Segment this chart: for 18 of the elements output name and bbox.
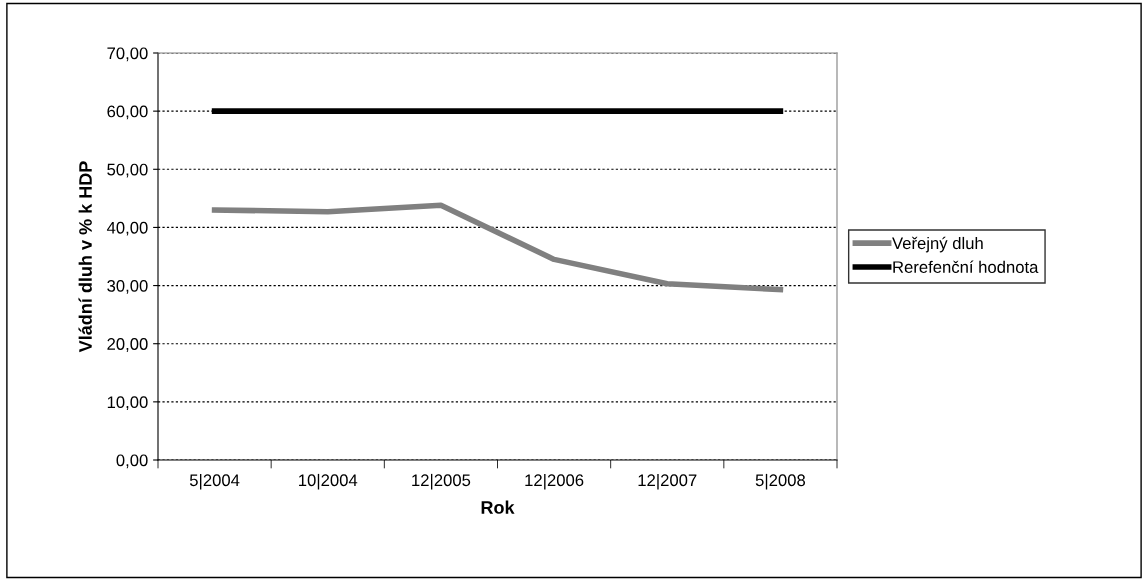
y-tick-label: 40,00 [106,221,148,236]
legend-label: Rerefenční hodnota [893,260,1039,274]
y-tick-label: 0,00 [116,454,148,469]
x-tick-label: 5|2004 [189,473,240,490]
x-tick-label: 5|2008 [755,473,806,490]
y-axis-title: Vládní dluh v % k HDP [78,161,92,353]
x-tick-label: 12|2006 [525,473,584,490]
y-tick-label: 60,00 [107,105,148,120]
y-tick-label: 70,00 [107,47,148,62]
y-tick-label: 10,00 [107,396,148,411]
y-tick-label: 50,00 [107,163,148,178]
x-tick-label: 12|2007 [638,473,697,490]
y-tick-label: 20,00 [107,338,148,352]
x-axis-title: Rok [481,500,515,514]
y-tick-label: 30,00 [107,279,148,294]
x-tick-label: 12|2005 [412,473,471,490]
legend-label: Veřejný dluh [892,236,983,253]
x-tick-label: 10|2004 [299,473,358,490]
